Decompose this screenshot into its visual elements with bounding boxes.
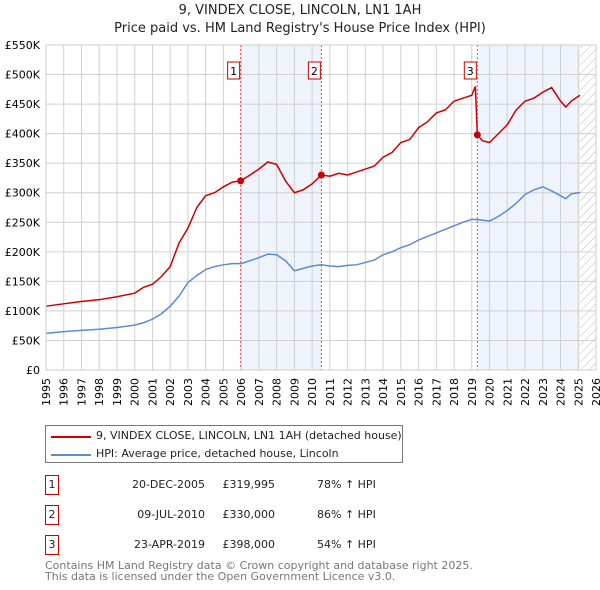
x-tick-label: 2008 [271, 378, 284, 406]
x-tick-label: 2004 [200, 378, 213, 406]
x-tick-label: 2024 [555, 378, 568, 406]
y-tick-label: £250K [5, 216, 41, 229]
price-chart: 1995 1996 1997 1998 1999 2000 2001 2002 2003 2004… [5, 39, 600, 406]
sale-point [237, 177, 245, 185]
hpi-diff: 54% ↑ HPI [317, 538, 376, 551]
x-tick-label: 2013 [359, 378, 372, 406]
marker-badge: 2 [45, 505, 59, 525]
chart-legend: 9, VINDEX CLOSE, LINCOLN, LN1 1AH (detac… [45, 425, 403, 463]
sale-label: 3 [467, 65, 474, 78]
transaction-row: 3 23-APR-2019 £398,000 54% ↑ HPI [45, 535, 445, 555]
y-tick-label: £200K [5, 246, 41, 259]
sale-date: 09-JUL-2010 [137, 508, 205, 521]
x-tick-label: 2012 [342, 378, 355, 406]
chart-subtitle: Price paid vs. HM Land Registry's House … [114, 21, 486, 36]
x-tick-label: 2011 [324, 378, 337, 406]
x-tick-label: 1996 [58, 378, 71, 406]
sale-label-box [463, 61, 477, 80]
plot-frame [45, 44, 597, 371]
x-tick-label: 2026 [590, 378, 600, 406]
hpi-diff: 78% ↑ HPI [317, 478, 376, 491]
x-tick-label: 2003 [182, 378, 195, 406]
transaction-row: 2 09-JUL-2010 £330,000 86% ↑ HPI [45, 505, 445, 525]
x-tick-label: 2019 [466, 378, 479, 406]
x-tick-label: 2021 [501, 378, 514, 406]
y-tick-label: £50K [12, 334, 41, 347]
y-tick-label: £100K [5, 305, 41, 318]
footer: Contains HM Land Registry data © Crown c… [45, 560, 473, 582]
future-hatch [580, 45, 596, 370]
marker-badge: 3 [45, 535, 59, 555]
marker-badge: 1 [45, 475, 59, 495]
x-tick-label: 2020 [484, 378, 497, 406]
x-tick-label: 2018 [448, 378, 461, 406]
sale-date: 20-DEC-2005 [131, 478, 205, 491]
y-tick-label: £500K [5, 69, 41, 82]
x-tick-label: 1997 [75, 378, 88, 406]
shaded-period [240, 45, 322, 370]
y-tick-label: £450K [5, 98, 41, 111]
x-tick-label: 1998 [93, 378, 106, 406]
y-tick-label: £400K [5, 128, 41, 141]
x-tick-label: 2017 [430, 378, 443, 406]
sale-label-box [307, 61, 321, 80]
x-tick-label: 2007 [253, 378, 266, 406]
series-line [45, 186, 581, 335]
x-tick-label: 2025 [572, 378, 585, 406]
sale-point [473, 131, 481, 139]
x-tick-label: 1995 [40, 378, 53, 406]
x-tick-label: 2006 [235, 378, 248, 406]
y-tick-label: £0 [26, 364, 40, 377]
y-tick-label: £300K [5, 187, 41, 200]
shaded-period [477, 45, 581, 370]
sale-price: £330,000 [222, 508, 276, 521]
y-tick-label: £350K [5, 157, 41, 170]
sale-label: 1 [230, 65, 237, 78]
x-tick-label: 2001 [146, 378, 159, 406]
x-tick-label: 2005 [217, 378, 230, 406]
legend-label-hpi: HPI: Average price, detached house, Linc… [96, 447, 339, 460]
transaction-row: 1 20-DEC-2005 £319,995 78% ↑ HPI [45, 475, 445, 495]
sale-point [317, 171, 325, 179]
legend-label-property: 9, VINDEX CLOSE, LINCOLN, LN1 1AH (detac… [96, 429, 402, 442]
sale-label: 2 [311, 65, 318, 78]
y-tick-label: £550K [5, 39, 41, 52]
y-tick-label: £150K [5, 275, 41, 288]
x-tick-label: 2023 [537, 378, 550, 406]
x-tick-label: 2009 [288, 378, 301, 406]
x-tick-label: 1999 [111, 378, 124, 406]
x-tick-label: 2010 [306, 378, 319, 406]
sale-label-box [227, 61, 241, 80]
hpi-diff: 86% ↑ HPI [317, 508, 376, 521]
x-tick-label: 2000 [129, 378, 142, 406]
sale-price: £398,000 [222, 538, 276, 551]
series-line [45, 86, 581, 307]
legend-swatch-hpi [51, 454, 91, 456]
chart-title: 9, VINDEX CLOSE, LINCOLN, LN1 1AH [178, 3, 422, 18]
x-tick-label: 2002 [164, 378, 177, 406]
x-tick-label: 2014 [377, 378, 390, 406]
legend-swatch-property [51, 436, 91, 438]
x-tick-label: 2016 [413, 378, 426, 406]
sale-date: 23-APR-2019 [133, 538, 205, 551]
sale-price: £319,995 [222, 478, 276, 491]
footer-copyright: Contains HM Land Registry data © Crown c… [45, 559, 473, 572]
x-tick-label: 2015 [395, 378, 408, 406]
x-tick-label: 2022 [519, 378, 532, 406]
footer-licence: This data is licensed under the Open Gov… [45, 570, 396, 583]
